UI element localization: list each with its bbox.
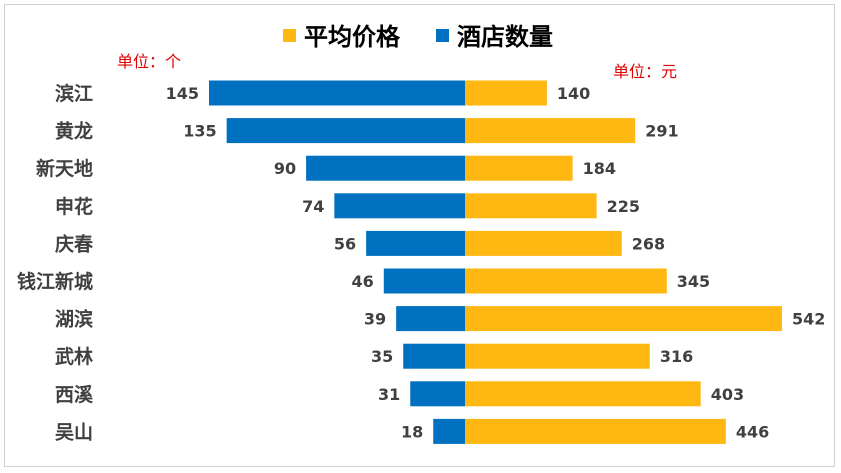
bar-avg-price: [465, 306, 782, 332]
bar-hotel-count: [403, 343, 465, 369]
bar-hotel-count: [433, 418, 465, 444]
bars-group: 滨江 145 140 黄龙 135 291 新天地 90 184 申花 74 225 庆春 56 268 钱江…: [17, 80, 825, 444]
data-label-hotel-count: 18: [401, 422, 423, 441]
data-label-avg-price: 291: [645, 122, 678, 141]
data-label-avg-price: 345: [677, 272, 710, 291]
category-label: 新天地: [36, 157, 93, 180]
legend-swatch-price: [283, 29, 296, 42]
right-unit-label: 单位：元: [613, 62, 677, 81]
data-label-hotel-count: 135: [183, 122, 216, 141]
data-label-avg-price: 140: [557, 84, 590, 103]
bar-hotel-count: [383, 268, 465, 294]
data-label-hotel-count: 39: [364, 310, 386, 329]
category-label: 滨江: [55, 82, 93, 105]
bar-avg-price: [465, 268, 667, 294]
data-label-hotel-count: 74: [302, 197, 324, 216]
data-label-avg-price: 316: [660, 347, 693, 366]
data-label-hotel-count: 56: [334, 234, 356, 253]
bar-hotel-count: [209, 80, 465, 106]
data-label-avg-price: 268: [632, 234, 665, 253]
legend-label-count: 酒店数量: [457, 23, 553, 51]
bar-hotel-count: [410, 381, 465, 407]
bar-avg-price: [465, 381, 701, 407]
bar-avg-price: [465, 118, 636, 144]
data-label-hotel-count: 35: [371, 347, 393, 366]
category-label: 西溪: [55, 384, 94, 406]
data-label-hotel-count: 145: [166, 84, 199, 103]
legend-swatch-count: [436, 29, 449, 42]
category-label: 武林: [55, 345, 93, 368]
legend-label-price: 平均价格: [304, 23, 401, 51]
data-label-avg-price: 542: [792, 310, 825, 329]
bar-avg-price: [465, 80, 547, 106]
bar-hotel-count: [226, 118, 465, 144]
category-label: 庆春: [55, 232, 93, 255]
category-label: 黄龙: [55, 120, 93, 143]
data-label-hotel-count: 46: [352, 272, 374, 291]
bar-hotel-count: [306, 155, 465, 181]
legend: 平均价格 酒店数量: [283, 23, 553, 51]
data-label-avg-price: 225: [607, 197, 640, 216]
bar-hotel-count: [396, 306, 465, 332]
data-label-avg-price: 184: [583, 159, 616, 178]
category-label: 湖滨: [55, 308, 93, 331]
bar-avg-price: [465, 343, 650, 369]
bar-avg-price: [465, 193, 597, 219]
data-label-hotel-count: 90: [274, 159, 296, 178]
left-unit-label: 单位：个: [117, 52, 181, 71]
bar-avg-price: [465, 230, 622, 256]
bar-hotel-count: [366, 230, 465, 256]
category-label: 吴山: [55, 421, 93, 443]
category-label: 申花: [55, 195, 93, 218]
data-label-avg-price: 446: [736, 422, 769, 441]
data-label-avg-price: 403: [711, 385, 744, 404]
bar-hotel-count: [334, 193, 465, 219]
data-label-hotel-count: 31: [378, 385, 400, 404]
category-label: 钱江新城: [17, 270, 93, 293]
bar-avg-price: [465, 155, 573, 181]
bar-avg-price: [465, 418, 726, 444]
